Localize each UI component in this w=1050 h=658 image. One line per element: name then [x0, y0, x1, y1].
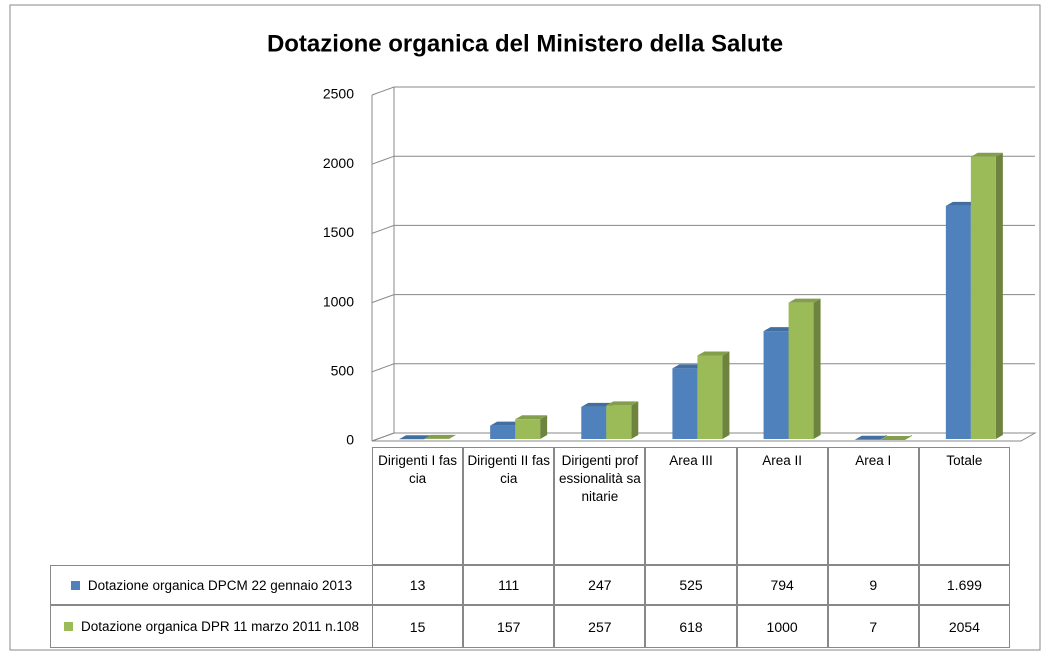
- bar-side: [995, 152, 1003, 440]
- y-tick-label: 2000: [323, 155, 354, 171]
- bar-top: [854, 435, 887, 440]
- bar-side: [813, 298, 821, 439]
- grid-line: [371, 363, 1035, 373]
- bar-side: [449, 434, 456, 439]
- floor: [371, 432, 1037, 442]
- bar-top: [697, 351, 730, 356]
- bar-top: [970, 152, 1003, 157]
- grid-line: [371, 86, 1035, 96]
- y-tick-label: 1000: [323, 293, 354, 309]
- y-tick-label: 500: [331, 363, 355, 379]
- category-label: Area I: [827, 447, 919, 565]
- category-label: Dirigenti II fascia: [463, 447, 555, 565]
- data-table-value: 111: [463, 565, 555, 605]
- data-table-value: 15: [372, 605, 464, 648]
- bar: [945, 205, 971, 439]
- bar: [515, 419, 541, 439]
- bar-top: [788, 298, 821, 303]
- data-table-value: 9: [827, 565, 919, 605]
- bar-top: [424, 434, 456, 439]
- grid-line: [371, 155, 1035, 165]
- data-table-value: 525: [645, 565, 737, 605]
- bar-side: [722, 351, 730, 439]
- bar: [606, 405, 632, 439]
- bar-side: [631, 401, 639, 439]
- bar-top: [672, 364, 705, 369]
- bar: [581, 406, 607, 439]
- bar-top: [879, 436, 912, 441]
- y-tick-label: 2500: [323, 86, 354, 102]
- chart-frame: [9, 4, 1041, 651]
- bar: [788, 302, 814, 439]
- y-tick-label: 0: [346, 432, 354, 448]
- bar-top: [945, 201, 978, 206]
- category-label: Area II: [736, 447, 828, 565]
- bar: [970, 156, 996, 440]
- grid-line: [371, 224, 1035, 234]
- data-table-value: 157: [463, 605, 555, 648]
- data-table-value: 1000: [736, 605, 828, 648]
- legend-label: Dotazione organica DPCM 22 gennaio 2013: [87, 577, 353, 593]
- bar-top: [515, 415, 548, 420]
- grid-line: [371, 294, 1035, 304]
- bar: [763, 331, 789, 439]
- category-label: Dirigenti professionalità sanitarie: [554, 447, 646, 565]
- data-table-value: 794: [736, 565, 828, 605]
- chart-title: Dotazione organica del Ministero della S…: [267, 30, 783, 57]
- legend-swatch: [64, 622, 74, 631]
- data-table-value: 1.699: [918, 565, 1010, 605]
- legend-swatch: [70, 580, 80, 590]
- data-table-value: 2054: [918, 605, 1010, 648]
- bar-top: [763, 327, 796, 332]
- legend-label: Dotazione organica DPR 11 marzo 2011 n.1…: [81, 619, 359, 634]
- legend-entry: Dotazione organica DPCM 22 gennaio 2013: [50, 565, 373, 605]
- bar-side: [540, 415, 548, 439]
- bar: [672, 368, 698, 439]
- bar: [697, 355, 723, 439]
- data-table-value: 13: [372, 565, 464, 605]
- data-table-value: 247: [554, 565, 646, 605]
- category-label: Dirigenti I fascia: [372, 447, 464, 565]
- legend-entry: Dotazione organica DPR 11 marzo 2011 n.1…: [50, 605, 373, 648]
- bar: [490, 425, 516, 439]
- category-label: Area III: [645, 447, 737, 565]
- category-label: Totale: [918, 447, 1010, 565]
- bar-top: [399, 435, 431, 440]
- y-tick-label: 1500: [323, 224, 354, 240]
- bar-top: [606, 401, 639, 406]
- bar-top: [581, 402, 614, 407]
- data-table-value: 7: [827, 605, 919, 648]
- data-table-value: 257: [554, 605, 646, 648]
- data-table-value: 618: [645, 605, 737, 648]
- bar-top: [490, 421, 523, 426]
